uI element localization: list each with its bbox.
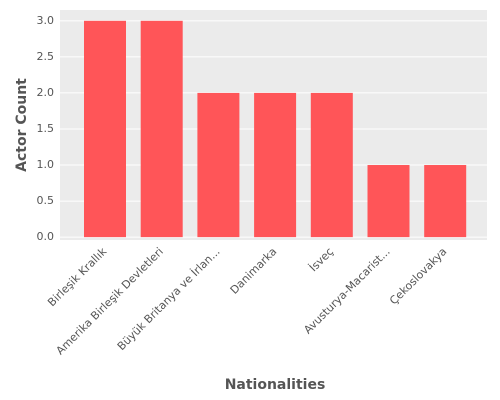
y-tick-label: 1.0 <box>37 158 55 171</box>
x-tick-label: İsveç <box>307 245 336 274</box>
x-tick-label: Büyük Britanya ve İrlan... <box>115 245 223 353</box>
y-tick-label: 0.0 <box>37 230 55 243</box>
y-tick-label: 1.5 <box>37 122 55 135</box>
bar <box>424 165 467 238</box>
bar <box>197 92 240 238</box>
bar <box>84 20 126 238</box>
y-tick-label: 2.5 <box>37 50 55 63</box>
x-tick-label: Danimarka <box>228 245 280 297</box>
y-tick-label: 3.0 <box>37 14 55 27</box>
x-axis-title: Nationalities <box>225 377 326 393</box>
x-tick-label: Amerika Birleşik Devletleri <box>54 245 166 357</box>
x-tick-label: Çekoslovakya <box>387 245 449 307</box>
bar <box>310 92 353 238</box>
y-axis-title: Actor Count <box>14 78 30 172</box>
y-tick-label: 2.0 <box>37 86 55 99</box>
y-tick-label: 0.5 <box>37 194 55 207</box>
bar <box>367 165 410 238</box>
bar <box>140 20 183 238</box>
x-tick-label: Birleşik Krallık <box>45 245 110 310</box>
bar <box>254 92 297 238</box>
